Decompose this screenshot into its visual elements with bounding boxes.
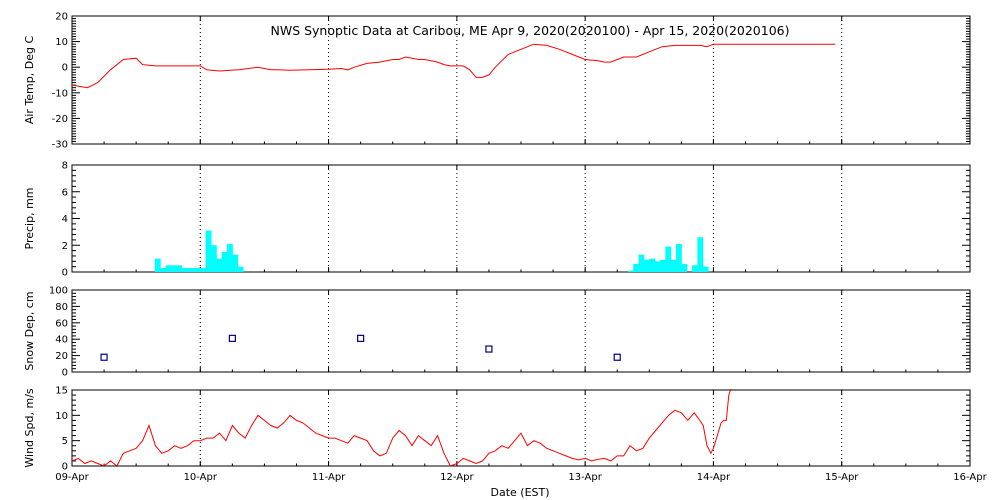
precip-bar: [665, 246, 672, 272]
precip-bar: [186, 267, 193, 272]
x-tick-label: 13-Apr: [568, 472, 602, 483]
precip-bar: [697, 237, 704, 272]
y-tick-label: -30: [52, 140, 68, 151]
x-tick-label: 15-Apr: [825, 472, 859, 483]
precip-bar: [160, 267, 167, 272]
precip-bar: [181, 267, 188, 272]
precip-bar: [165, 265, 172, 272]
y-tick-label: -20: [52, 114, 68, 125]
snow-depth-point: [613, 353, 621, 361]
wind-speed-line: [72, 389, 732, 466]
precip-bar: [702, 266, 709, 272]
precip-bar: [216, 258, 223, 272]
precip-bar: [638, 254, 645, 272]
chart-panels: -30 -20 -10 0 10 20 Air Temp, Deg C 0 2 4 6 8 Precip…: [23, 12, 971, 473]
y-tick-label: 15: [55, 386, 68, 397]
snow-depth-point: [228, 334, 236, 342]
y-tick-label: 10: [55, 411, 68, 422]
precip-bar: [197, 267, 204, 272]
x-tick-label: 10-Apr: [184, 472, 218, 483]
series-group: [100, 334, 621, 361]
precip-bar: [205, 230, 212, 272]
precip-bar: [232, 254, 239, 272]
precip-bar: [692, 265, 698, 272]
y-tick-label: 4: [62, 214, 68, 225]
y-tick-label: 80: [55, 302, 68, 313]
y-tick-label: -10: [52, 88, 68, 99]
x-tick-label: 11-Apr: [312, 472, 346, 483]
precip-bar: [237, 266, 244, 272]
snow-depth-point: [485, 345, 493, 353]
y-tick-label: 0: [62, 462, 68, 473]
precip-bar: [176, 265, 183, 272]
precip-bar: [654, 261, 661, 272]
precip-bar: [221, 251, 228, 272]
precip-bar: [192, 267, 199, 272]
x-axis-title: Date (EST): [490, 486, 549, 499]
precip-bar: [227, 243, 233, 272]
precip-bar: [643, 259, 650, 272]
precip-bar: [170, 265, 177, 272]
y-axis-title: Wind Spd, m/s: [23, 388, 36, 468]
x-tick-label: 12-Apr: [440, 472, 474, 483]
snow-depth-point: [357, 334, 365, 342]
y-axis-title: Snow Dep, cm: [23, 291, 36, 370]
precip-bar: [676, 243, 682, 272]
precip-bar: [633, 263, 640, 272]
x-tick-label: 16-Apr: [953, 472, 987, 483]
y-tick-label: 2: [62, 241, 68, 252]
snow-depth-point: [100, 353, 108, 361]
y-tick-label: 0: [62, 268, 68, 279]
precip-bar: [670, 259, 677, 272]
y-tick-label: 0: [62, 368, 68, 379]
y-tick-label: 20: [55, 12, 68, 23]
series-group: [72, 43, 836, 89]
series-group: [154, 230, 709, 272]
y-tick-label: 6: [62, 187, 68, 198]
x-axis-tick-labels: 09-Apr 10-Apr 11-Apr 12-Apr 13-Apr 14-Apr 15-A…: [55, 472, 987, 483]
y-tick-label: 0: [62, 63, 68, 74]
y-tick-label: 100: [49, 286, 68, 297]
y-tick-label: 10: [55, 37, 68, 48]
precip-bar: [627, 270, 634, 272]
chart-title: NWS Synoptic Data at Caribou, ME Apr 9, …: [270, 23, 789, 38]
precip-bar: [154, 258, 161, 272]
y-tick-label: 20: [55, 351, 68, 362]
precip-bar: [210, 245, 217, 272]
y-axis-title: Precip, mm: [23, 188, 36, 250]
precip-bar: [681, 263, 688, 272]
series-group: [72, 389, 732, 466]
y-tick-label: 60: [55, 318, 68, 329]
x-tick-label: 14-Apr: [697, 472, 731, 483]
panel-frame: [71, 289, 971, 373]
y-axis-title: Air Temp, Deg C: [23, 36, 36, 125]
precip-bar: [659, 259, 666, 272]
panel-frame: [71, 389, 971, 467]
y-tick-label: 40: [55, 335, 68, 346]
air-temp-line: [72, 43, 836, 89]
x-tick-label: 09-Apr: [55, 472, 89, 483]
panel-2: 0 2 4 6 8 Precip, mm: [23, 161, 971, 279]
panel-4: 0 5 10 15 Wind Spd, m/s: [23, 386, 971, 473]
y-tick-label: 8: [62, 161, 68, 172]
panel-1: -30 -20 -10 0 10 20 Air Temp, Deg C: [23, 12, 971, 151]
precip-bar: [649, 258, 656, 272]
panel-3: 0 20 40 60 80 100 Snow Dep, cm: [23, 286, 971, 379]
y-tick-label: 5: [62, 436, 68, 447]
